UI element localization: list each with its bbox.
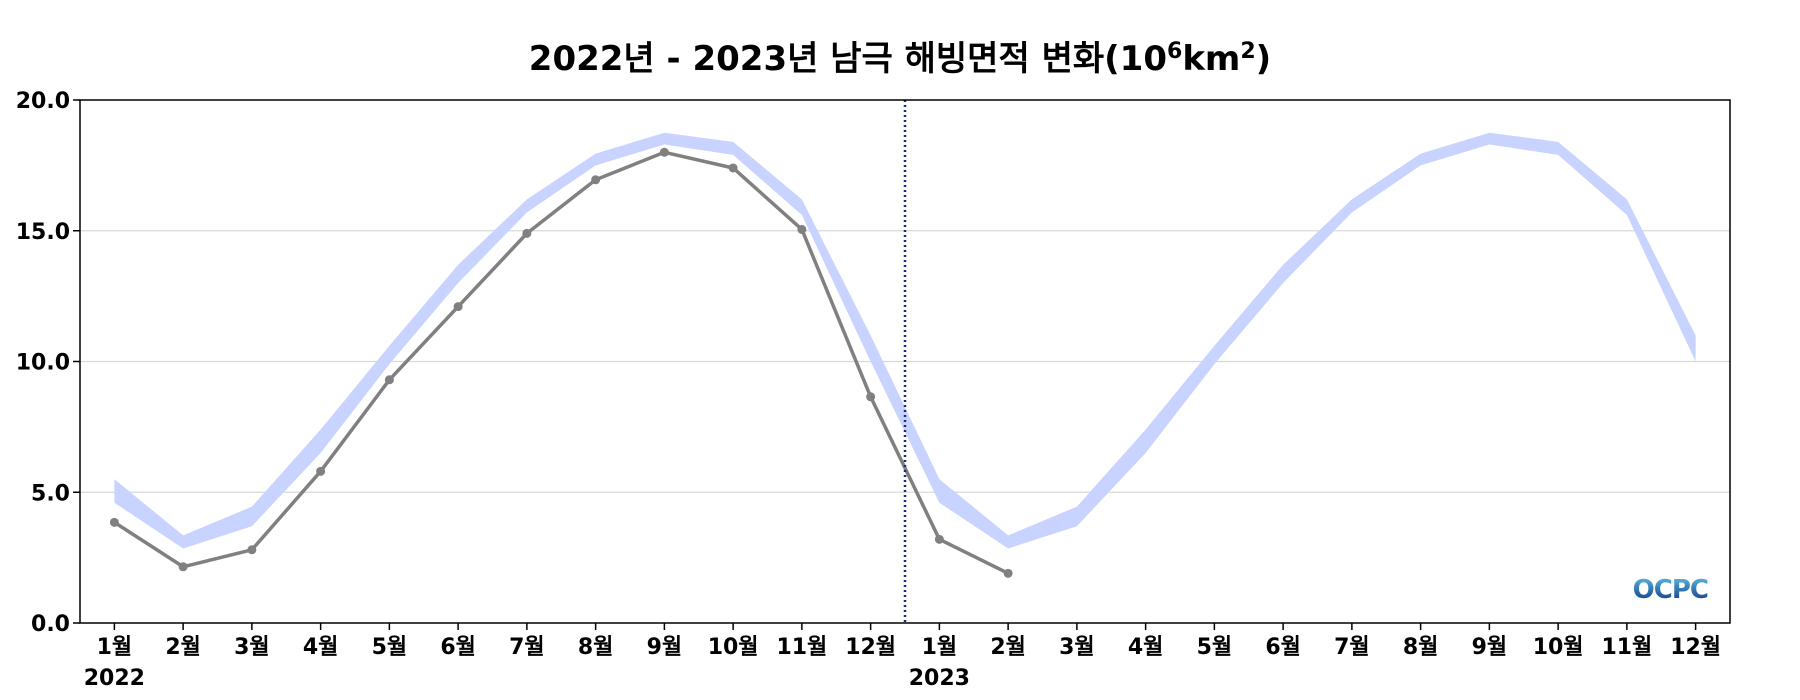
x-tick-label: 3월 [1059, 635, 1095, 660]
x-tick-label: 1월 [97, 635, 133, 660]
x-tick-label: 9월 [1472, 635, 1508, 660]
x-tick-label: 9월 [647, 635, 683, 660]
x-tick-label: 3월 [234, 635, 270, 660]
data-point [728, 163, 738, 173]
y-tick-label: 0.0 [31, 612, 70, 637]
data-point [591, 175, 601, 185]
chart-title: 2022년 - 2023년 남극 해빙면적 변화(106km2) [529, 39, 1271, 79]
series-layer [109, 147, 1013, 578]
x-tick-label: 11월 [1601, 635, 1652, 660]
year-label: 2023 [909, 666, 970, 691]
x-tick-label: 10월 [1533, 635, 1584, 660]
x-tick-label: 5월 [372, 635, 408, 660]
data-point [316, 466, 326, 476]
x-axis: 1월 2월 3월 4월 5월 6월 7월 8월 9월 10월 11월 12월 1월 2월 3월 4월 5월 6월 7… [84, 623, 1721, 691]
x-tick-label: 6월 [440, 635, 476, 660]
y-tick-label: 10.0 [16, 351, 70, 376]
x-tick-label: 8월 [578, 635, 614, 660]
x-tick-label: 2월 [165, 635, 201, 660]
title-unit-exponent: 2 [1240, 39, 1255, 64]
logo-text: OCPC [1633, 575, 1708, 605]
ocpc-logo: OCPC [1633, 575, 1709, 605]
x-tick-label: 5월 [1197, 635, 1233, 660]
x-tick-label: 10월 [708, 635, 759, 660]
title-unit: km [1182, 39, 1240, 79]
x-tick-label: 4월 [1128, 635, 1164, 660]
y-tick-label: 5.0 [31, 481, 70, 506]
data-point [522, 228, 532, 238]
title-exponent: 6 [1167, 39, 1182, 64]
data-point [934, 534, 944, 544]
x-tick-label: 1월 [922, 635, 958, 660]
x-tick-label: 11월 [776, 635, 827, 660]
data-point [384, 375, 394, 385]
x-tick-label: 7월 [509, 635, 545, 660]
x-tick-label: 2월 [990, 635, 1026, 660]
x-tick-label: 12월 [845, 635, 896, 660]
title-close: ) [1256, 39, 1272, 79]
x-tick-label: 6월 [1265, 635, 1301, 660]
data-point [247, 545, 257, 555]
x-tick-label: 8월 [1403, 635, 1439, 660]
data-point [659, 147, 669, 157]
y-tick-label: 20.0 [16, 89, 70, 114]
year-label: 2022 [84, 666, 145, 691]
data-point [453, 302, 463, 312]
data-point [109, 517, 119, 527]
data-point [178, 562, 188, 572]
x-tick-label: 7월 [1334, 635, 1370, 660]
y-tick-label: 15.0 [16, 220, 70, 245]
data-point [797, 224, 807, 234]
data-point [866, 392, 876, 402]
title-main: 2022년 - 2023년 남극 해빙면적 변화(10 [529, 39, 1167, 79]
y-axis: 0.0 5.0 10.0 15.0 20.0 [16, 89, 80, 637]
x-tick-label: 4월 [303, 635, 339, 660]
x-tick-label: 12월 [1670, 635, 1721, 660]
series-line [113, 150, 1009, 575]
data-point [1003, 568, 1013, 578]
